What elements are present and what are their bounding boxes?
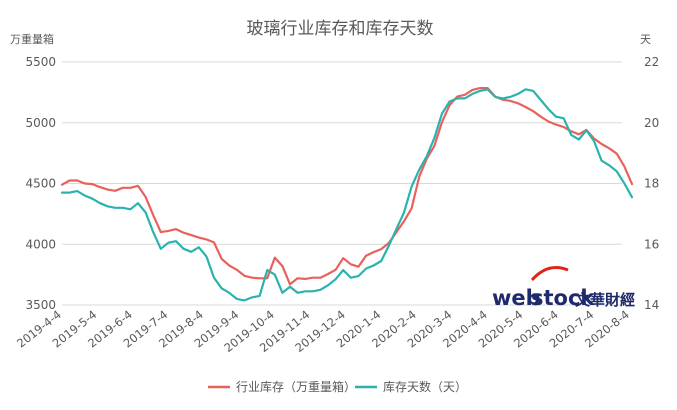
legend-label: 库存天数（天） [383,379,467,394]
chart-title: 玻璃行业库存和库存天数 [247,19,434,39]
horizontal-gridlines [62,61,622,306]
series-lines [60,86,634,302]
left-axis-tick-label: 5500 [25,55,56,69]
right-axis-ticks: 14 16 18 20 22 [644,55,659,312]
right-axis-unit-label: 天 [640,33,651,46]
right-axis-tick-label: 20 [644,116,659,130]
watermark-chinese-name: 文華財經 [575,291,635,309]
left-axis-tick-label: 4500 [25,177,56,191]
chart-legend: 行业库存（万重量箱） 库存天数（天） [208,379,467,394]
left-axis-tick-label: 3500 [25,298,56,312]
left-axis-ticks: 3500 4000 4500 5000 5500 [25,55,56,312]
x-axis-ticks: 2019-4-42019-5-42019-6-42019-7-42019-8-4… [14,307,632,355]
wenhua-caijing-watermark-logo: web stock 文華財經 [492,266,635,310]
watermark-brand-suffix: stock [531,286,595,310]
watermark-brand-prefix: web [492,286,541,310]
series-line-inventory-days [60,88,634,302]
left-axis-unit-label: 万重量箱 [10,32,54,46]
right-axis-tick-label: 14 [644,298,659,312]
left-axis-tick-label: 4000 [25,237,56,251]
legend-label: 行业库存（万重量箱） [236,379,356,394]
series-line-industry-inventory [60,86,634,286]
right-axis-tick-label: 18 [644,177,659,191]
right-axis-tick-label: 22 [644,55,659,69]
right-axis-tick-label: 16 [644,237,659,251]
watermark-swoosh-icon [530,266,569,282]
left-axis-tick-label: 5000 [25,116,56,130]
